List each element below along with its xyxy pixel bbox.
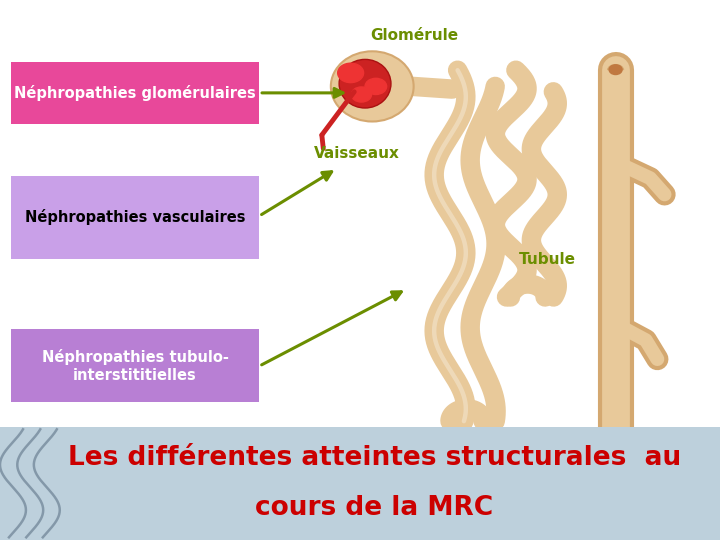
Text: Néphropathies vasculaires: Néphropathies vasculaires xyxy=(24,210,246,225)
FancyBboxPatch shape xyxy=(11,176,259,259)
Circle shape xyxy=(609,65,622,75)
Circle shape xyxy=(365,78,387,94)
FancyBboxPatch shape xyxy=(0,427,720,540)
FancyBboxPatch shape xyxy=(11,329,259,402)
FancyBboxPatch shape xyxy=(11,62,259,124)
Ellipse shape xyxy=(331,51,413,122)
Circle shape xyxy=(338,63,364,83)
Text: cours de la MRC: cours de la MRC xyxy=(256,495,493,521)
Text: Les différentes atteintes structurales  au: Les différentes atteintes structurales a… xyxy=(68,446,681,471)
Circle shape xyxy=(351,87,372,102)
Ellipse shape xyxy=(339,59,391,108)
Text: Glomérule: Glomérule xyxy=(370,28,458,43)
Text: Néphropathies glomérulaires: Néphropathies glomérulaires xyxy=(14,85,256,101)
Text: Néphropathies tubulo-
interstititielles: Néphropathies tubulo- interstititielles xyxy=(42,349,228,382)
Text: Tubule: Tubule xyxy=(518,252,576,267)
Text: Vaisseaux: Vaisseaux xyxy=(313,146,400,161)
